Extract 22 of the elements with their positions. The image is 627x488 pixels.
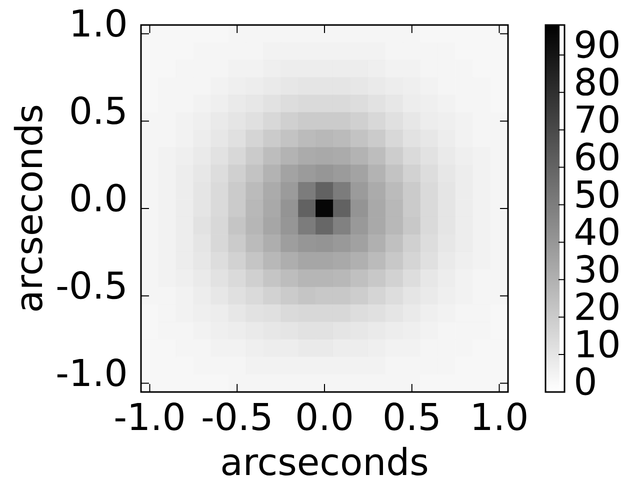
- color-bar-label: 40: [576, 217, 618, 246]
- color-bar-label: 80: [576, 68, 618, 96]
- color-bar-label: 70: [576, 105, 618, 134]
- x-tick-label: 0.0: [298, 402, 352, 431]
- x-tick-label: 0.5: [384, 402, 438, 431]
- y-axis-title: arcseconds: [14, 106, 43, 311]
- x-tick-label: -0.5: [202, 402, 270, 431]
- x-axis-title: arcseconds: [222, 446, 428, 476]
- color-bar-label: 90: [576, 30, 618, 58]
- y-tick-label: 0.5: [71, 96, 125, 124]
- x-tick-label: -1.0: [115, 402, 184, 431]
- y-tick-label: -1.0: [57, 358, 126, 387]
- y-tick-label: 1.0: [73, 8, 126, 37]
- color-bar-label: 50: [576, 180, 618, 208]
- color-bar-label: 60: [576, 142, 618, 171]
- y-tick-label: 0.0: [71, 184, 126, 212]
- y-tick-label: -0.5: [57, 271, 125, 300]
- color-bar-label: 20: [576, 292, 618, 320]
- color-bar-label: 30: [576, 254, 618, 283]
- color-bar-label: 10: [578, 330, 618, 358]
- x-tick-label: 1.0: [474, 402, 526, 431]
- color-bar-label: 0: [576, 367, 595, 396]
